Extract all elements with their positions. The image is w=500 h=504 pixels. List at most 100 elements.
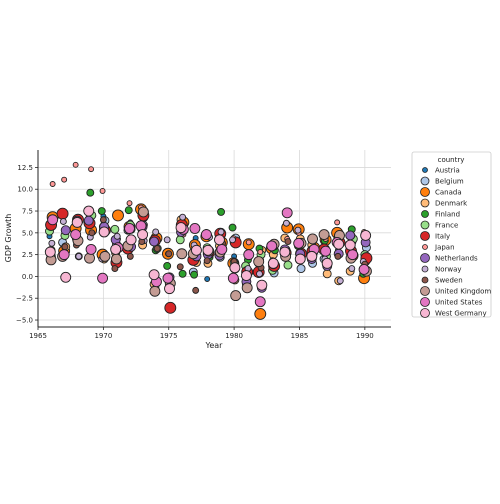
data-point — [204, 276, 211, 282]
data-point — [200, 229, 212, 241]
data-point — [110, 253, 122, 265]
legend-marker — [421, 210, 429, 218]
data-point — [240, 270, 252, 282]
data-point — [230, 290, 242, 302]
legend-label: United States — [435, 299, 483, 307]
data-point — [228, 223, 237, 232]
data-point — [284, 238, 292, 246]
data-point — [333, 238, 345, 250]
data-point — [190, 270, 199, 279]
data-point — [227, 272, 239, 284]
data-point — [179, 213, 187, 221]
legend-label: Denmark — [435, 200, 468, 208]
data-point — [321, 257, 333, 269]
data-point — [137, 229, 149, 241]
data-point — [254, 296, 266, 308]
data-point — [192, 286, 200, 294]
data-point — [189, 223, 201, 234]
data-point — [153, 245, 161, 252]
data-point — [243, 249, 255, 261]
x-tick-label: 1985 — [291, 332, 309, 340]
data-point — [163, 236, 171, 244]
data-point — [294, 226, 302, 234]
legend-label: Japan — [434, 244, 455, 252]
legend-marker — [422, 244, 428, 250]
legend-label: Sweden — [435, 277, 463, 285]
y-tick-label: 2.5 — [22, 251, 33, 259]
legend-label: Finland — [435, 211, 460, 219]
legend-box — [411, 151, 492, 318]
data-point — [176, 263, 184, 271]
legend-marker — [420, 187, 430, 197]
data-point — [60, 225, 71, 236]
data-point — [61, 176, 68, 183]
data-point — [163, 262, 172, 270]
data-point — [241, 282, 253, 294]
y-tick-label: 12.5 — [17, 164, 33, 172]
data-point — [59, 218, 67, 225]
y-tick-label: 0.0 — [22, 273, 33, 281]
legend: country Austria Belgium Canada Denmark Finla… — [411, 151, 492, 318]
data-point — [176, 248, 188, 260]
data-point — [345, 230, 356, 241]
data-point — [334, 252, 342, 260]
legend-label: Belgium — [435, 178, 464, 186]
data-point — [149, 285, 161, 297]
data-point — [267, 257, 279, 269]
data-point — [88, 166, 95, 173]
x-tick-label: 1975 — [160, 332, 178, 340]
legend-label: Netherlands — [435, 255, 478, 263]
data-point — [281, 207, 293, 219]
data-point — [191, 244, 202, 256]
legend-label: Italy — [435, 233, 450, 241]
data-point — [124, 223, 135, 234]
y-tick-label: 5.0 — [22, 229, 33, 237]
data-point — [164, 301, 177, 314]
data-point — [175, 222, 187, 234]
data-point — [49, 181, 56, 187]
data-point — [99, 250, 111, 262]
data-point — [58, 249, 70, 261]
data-point — [254, 307, 267, 320]
legend-label: Canada — [435, 189, 462, 197]
data-points — [44, 161, 373, 320]
data-point — [162, 272, 174, 284]
data-point — [283, 260, 293, 270]
data-point — [70, 229, 82, 241]
data-point — [203, 257, 211, 265]
data-point — [99, 216, 107, 224]
data-point — [202, 244, 214, 256]
legend-title: country — [438, 156, 465, 164]
data-point — [110, 224, 120, 234]
legend-marker — [420, 231, 430, 241]
legend-label: West Germany — [435, 310, 487, 318]
data-point — [113, 232, 121, 240]
data-point — [99, 188, 106, 194]
data-point — [97, 272, 109, 284]
y-tick-label: 10.0 — [17, 186, 33, 194]
data-point — [56, 207, 69, 220]
data-point — [266, 240, 278, 252]
data-point — [48, 239, 56, 247]
data-point — [165, 250, 173, 258]
data-point — [306, 250, 318, 262]
data-point — [124, 206, 133, 215]
data-point — [83, 215, 94, 226]
data-point — [256, 270, 263, 278]
data-point — [344, 239, 356, 251]
data-point — [282, 219, 290, 227]
data-point — [98, 226, 110, 238]
x-tick-label: 1970 — [94, 332, 112, 340]
data-point — [61, 243, 69, 251]
data-point — [97, 207, 106, 215]
data-point — [358, 264, 370, 275]
data-point — [178, 269, 187, 278]
x-tick-label: 1990 — [356, 332, 374, 340]
legend-label: United Kingdom — [435, 288, 491, 296]
legend-marker — [420, 176, 430, 186]
legend-label: Norway — [435, 266, 462, 274]
data-point — [348, 265, 356, 273]
x-tick-label: 1980 — [225, 332, 243, 340]
data-point — [47, 214, 59, 226]
